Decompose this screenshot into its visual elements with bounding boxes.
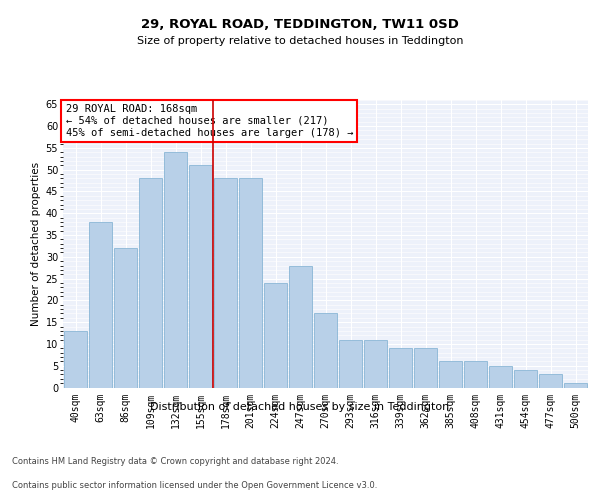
- Bar: [189, 166, 212, 388]
- Bar: [239, 178, 262, 388]
- Bar: [214, 178, 237, 388]
- Bar: [414, 348, 437, 388]
- Bar: [389, 348, 412, 388]
- Bar: [64, 331, 87, 388]
- Y-axis label: Number of detached properties: Number of detached properties: [31, 162, 41, 326]
- Bar: [314, 314, 337, 388]
- Text: Contains HM Land Registry data © Crown copyright and database right 2024.: Contains HM Land Registry data © Crown c…: [12, 457, 338, 466]
- Bar: [564, 383, 587, 388]
- Bar: [439, 362, 462, 388]
- Bar: [464, 362, 487, 388]
- Text: 29, ROYAL ROAD, TEDDINGTON, TW11 0SD: 29, ROYAL ROAD, TEDDINGTON, TW11 0SD: [141, 18, 459, 30]
- Bar: [364, 340, 387, 388]
- Bar: [89, 222, 112, 388]
- Bar: [539, 374, 562, 388]
- Bar: [264, 283, 287, 388]
- Bar: [114, 248, 137, 388]
- Text: Distribution of detached houses by size in Teddington: Distribution of detached houses by size …: [151, 402, 449, 412]
- Bar: [339, 340, 362, 388]
- Text: Size of property relative to detached houses in Teddington: Size of property relative to detached ho…: [137, 36, 463, 46]
- Bar: [139, 178, 162, 388]
- Text: Contains public sector information licensed under the Open Government Licence v3: Contains public sector information licen…: [12, 481, 377, 490]
- Text: 29 ROYAL ROAD: 168sqm
← 54% of detached houses are smaller (217)
45% of semi-det: 29 ROYAL ROAD: 168sqm ← 54% of detached …: [65, 104, 353, 138]
- Bar: [289, 266, 312, 388]
- Bar: [489, 366, 512, 388]
- Bar: [164, 152, 187, 388]
- Bar: [514, 370, 537, 388]
